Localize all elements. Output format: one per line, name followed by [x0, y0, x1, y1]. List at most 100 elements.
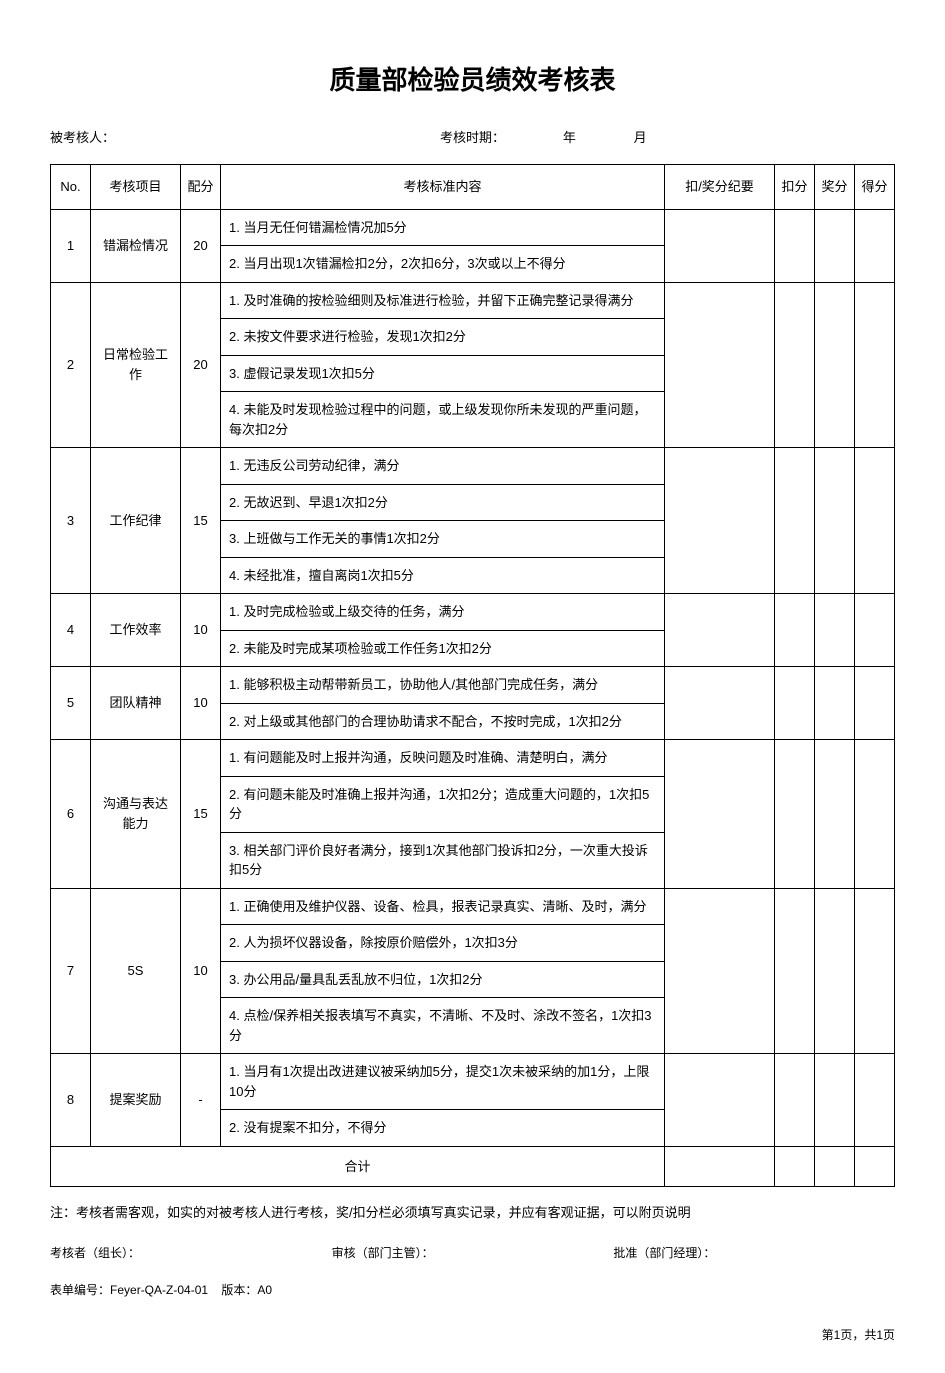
award-cell — [815, 448, 855, 594]
criteria-cell: 3. 相关部门评价良好者满分，接到1次其他部门投诉扣2分，一次重大投诉扣5分 — [221, 832, 665, 888]
record-cell — [665, 448, 775, 594]
total-row: 合计 — [51, 1146, 895, 1187]
row-no: 2 — [51, 282, 91, 448]
period-label: 考核时期： 年 月 — [440, 127, 895, 146]
award-cell — [815, 888, 855, 1054]
page-title: 质量部检验员绩效考核表 — [50, 60, 895, 97]
table-row: 2日常检验工作201. 及时准确的按检验细则及标准进行检验，并留下正确完整记录得… — [51, 282, 895, 319]
final-cell — [855, 282, 895, 448]
row-no: 4 — [51, 594, 91, 667]
col-no-header: No. — [51, 165, 91, 210]
criteria-cell: 1. 能够积极主动帮带新员工，协助他人/其他部门完成任务，满分 — [221, 667, 665, 704]
criteria-cell: 1. 及时准确的按检验细则及标准进行检验，并留下正确完整记录得满分 — [221, 282, 665, 319]
row-item: 5S — [91, 888, 181, 1054]
award-cell — [815, 667, 855, 740]
final-cell — [855, 740, 895, 889]
criteria-cell: 4. 点检/保养相关报表填写不真实，不清晰、不及时、涂改不签名，1次扣3分 — [221, 998, 665, 1054]
total-cell — [815, 1146, 855, 1187]
col-record-header: 扣/奖分纪要 — [665, 165, 775, 210]
total-cell — [665, 1146, 775, 1187]
row-score: 15 — [181, 448, 221, 594]
final-cell — [855, 209, 895, 282]
award-cell — [815, 594, 855, 667]
criteria-cell: 2. 没有提案不扣分，不得分 — [221, 1110, 665, 1147]
criteria-cell: 1. 无违反公司劳动纪律，满分 — [221, 448, 665, 485]
col-deduct-header: 扣分 — [775, 165, 815, 210]
criteria-cell: 3. 上班做与工作无关的事情1次扣2分 — [221, 521, 665, 558]
total-cell — [775, 1146, 815, 1187]
row-item: 工作效率 — [91, 594, 181, 667]
criteria-cell: 2. 未按文件要求进行检验，发现1次扣2分 — [221, 319, 665, 356]
table-header-row: No. 考核项目 配分 考核标准内容 扣/奖分纪要 扣分 奖分 得分 — [51, 165, 895, 210]
form-info: 表单编号：Feyer-QA-Z-04-01 版本：A0 — [50, 1281, 895, 1298]
criteria-cell: 4. 未能及时发现检验过程中的问题，或上级发现你所未发现的严重问题，每次扣2分 — [221, 392, 665, 448]
row-score: 20 — [181, 209, 221, 282]
col-award-header: 奖分 — [815, 165, 855, 210]
form-number: Feyer-QA-Z-04-01 — [110, 1283, 208, 1297]
final-cell — [855, 1054, 895, 1147]
deduct-cell — [775, 740, 815, 889]
approver-label: 批准（部门经理）： — [613, 1244, 895, 1261]
table-row: 75S101. 正确使用及维护仪器、设备、检具，报表记录真实、清晰、及时，满分 — [51, 888, 895, 925]
header-row: 被考核人： 考核时期： 年 月 — [50, 127, 895, 146]
period-text: 考核时期： — [440, 130, 505, 145]
criteria-cell: 3. 办公用品/量具乱丢乱放不归位，1次扣2分 — [221, 961, 665, 998]
form-number-label: 表单编号： — [50, 1283, 110, 1297]
row-no: 3 — [51, 448, 91, 594]
criteria-cell: 2. 未能及时完成某项检验或工作任务1次扣2分 — [221, 630, 665, 667]
deduct-cell — [775, 209, 815, 282]
assessment-table: No. 考核项目 配分 考核标准内容 扣/奖分纪要 扣分 奖分 得分 1错漏检情… — [50, 164, 895, 1187]
award-cell — [815, 209, 855, 282]
deduct-cell — [775, 888, 815, 1054]
final-cell — [855, 448, 895, 594]
table-row: 1错漏检情况201. 当月无任何错漏检情况加5分 — [51, 209, 895, 246]
page-number: 第1页，共1页 — [50, 1326, 895, 1343]
signature-row: 考核者（组长）： 审核（部门主管）： 批准（部门经理）： — [50, 1244, 895, 1261]
row-no: 1 — [51, 209, 91, 282]
table-row: 6沟通与表达能力151. 有问题能及时上报并沟通，反映问题及时准确、清楚明白，满… — [51, 740, 895, 777]
row-score: 10 — [181, 888, 221, 1054]
criteria-cell: 4. 未经批准，擅自离岗1次扣5分 — [221, 557, 665, 594]
table-row: 3工作纪律151. 无违反公司劳动纪律，满分 — [51, 448, 895, 485]
col-final-header: 得分 — [855, 165, 895, 210]
row-score: 20 — [181, 282, 221, 448]
col-item-header: 考核项目 — [91, 165, 181, 210]
criteria-cell: 1. 正确使用及维护仪器、设备、检具，报表记录真实、清晰、及时，满分 — [221, 888, 665, 925]
criteria-cell: 2. 当月出现1次错漏检扣2分，2次扣6分，3次或以上不得分 — [221, 246, 665, 283]
row-no: 6 — [51, 740, 91, 889]
deduct-cell — [775, 667, 815, 740]
final-cell — [855, 594, 895, 667]
col-content-header: 考核标准内容 — [221, 165, 665, 210]
row-no: 5 — [51, 667, 91, 740]
award-cell — [815, 1054, 855, 1147]
total-label: 合计 — [51, 1146, 665, 1187]
row-item: 工作纪律 — [91, 448, 181, 594]
deduct-cell — [775, 448, 815, 594]
criteria-cell: 2. 无故迟到、早退1次扣2分 — [221, 484, 665, 521]
final-cell — [855, 888, 895, 1054]
deduct-cell — [775, 1054, 815, 1147]
criteria-cell: 2. 有问题未能及时准确上报并沟通，1次扣2分；造成重大问题的，1次扣5分 — [221, 776, 665, 832]
table-row: 5团队精神101. 能够积极主动帮带新员工，协助他人/其他部门完成任务，满分 — [51, 667, 895, 704]
total-cell — [855, 1146, 895, 1187]
criteria-cell: 2. 对上级或其他部门的合理协助请求不配合，不按时完成，1次扣2分 — [221, 703, 665, 740]
criteria-cell: 1. 及时完成检验或上级交待的任务，满分 — [221, 594, 665, 631]
row-score: 10 — [181, 594, 221, 667]
row-no: 8 — [51, 1054, 91, 1147]
criteria-cell: 1. 当月有1次提出改进建议被采纳加5分，提交1次未被采纳的加1分，上限10分 — [221, 1054, 665, 1110]
row-score: 10 — [181, 667, 221, 740]
criteria-cell: 2. 人为损坏仪器设备，除按原价赔偿外，1次扣3分 — [221, 925, 665, 962]
criteria-cell: 1. 当月无任何错漏检情况加5分 — [221, 209, 665, 246]
reviewer-label: 审核（部门主管）： — [332, 1244, 614, 1261]
row-item: 日常检验工作 — [91, 282, 181, 448]
criteria-cell: 3. 虚假记录发现1次扣5分 — [221, 355, 665, 392]
criteria-cell: 1. 有问题能及时上报并沟通，反映问题及时准确、清楚明白，满分 — [221, 740, 665, 777]
col-allocation-header: 配分 — [181, 165, 221, 210]
row-score: - — [181, 1054, 221, 1147]
version-label: 版本： — [221, 1283, 257, 1297]
row-no: 7 — [51, 888, 91, 1054]
record-cell — [665, 667, 775, 740]
record-cell — [665, 888, 775, 1054]
version: A0 — [257, 1283, 272, 1297]
final-cell — [855, 667, 895, 740]
